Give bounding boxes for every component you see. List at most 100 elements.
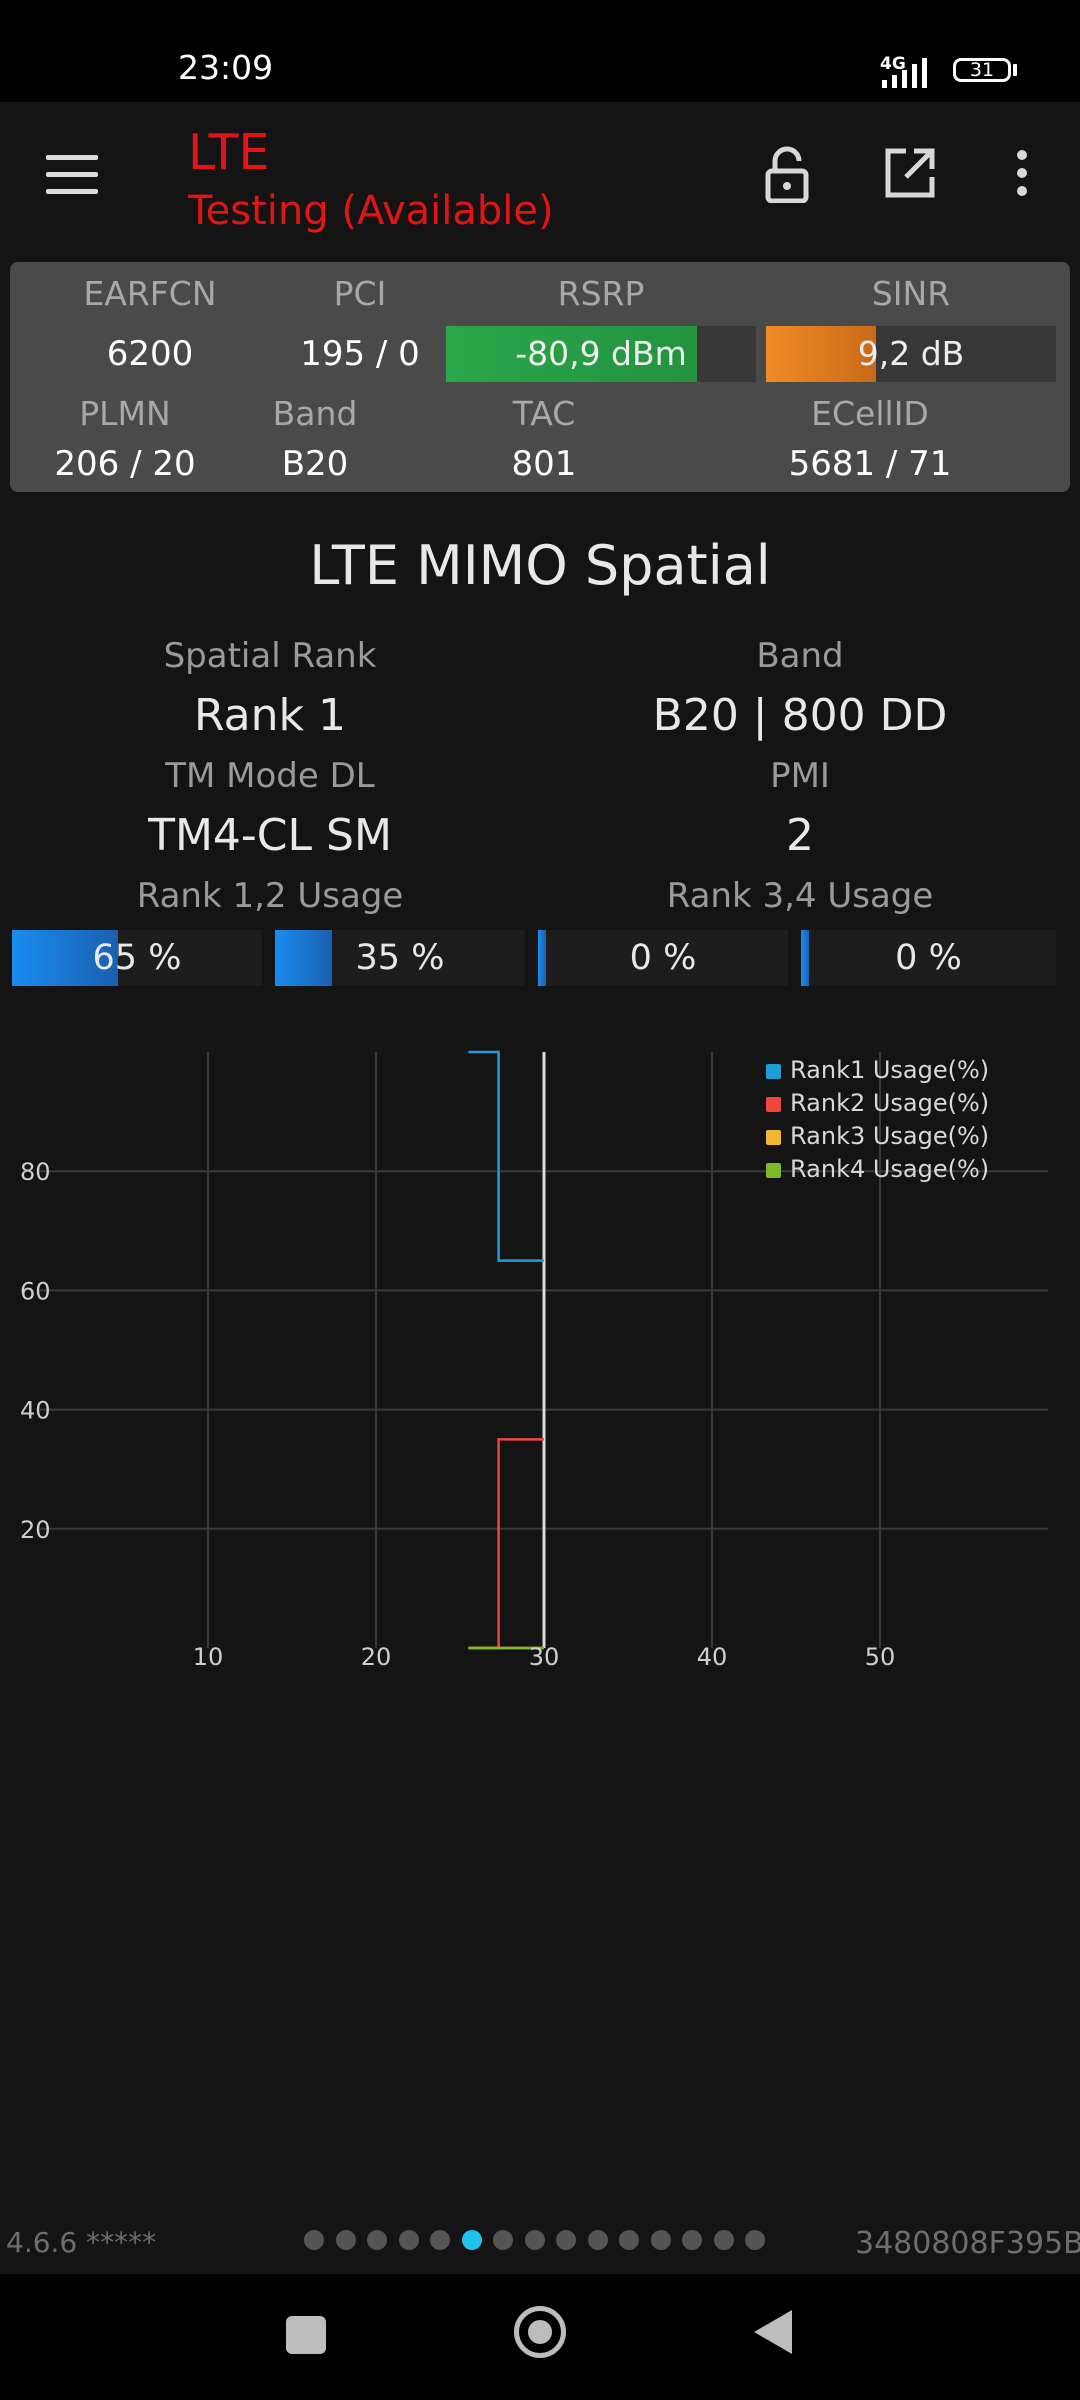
page-dot-13[interactable] — [682, 2230, 702, 2250]
y-tick-label-60: 60 — [20, 1277, 51, 1305]
status-bar — [0, 0, 1080, 102]
home-icon — [528, 2320, 552, 2344]
series-line-2 — [468, 1438, 544, 1650]
rank2-usage-fill — [275, 930, 332, 986]
status-time: 23:09 — [178, 48, 274, 87]
legend-label-4: Rank4 Usage(%) — [790, 1155, 989, 1183]
page-dot-7[interactable] — [493, 2230, 513, 2250]
rank1-usage-fill — [12, 930, 118, 986]
spatial-rank-value: Rank 1 — [194, 690, 346, 741]
rsrp-value: -80,9 dBm — [515, 334, 687, 373]
page-dot-10[interactable] — [587, 2230, 608, 2250]
section-title: LTE MIMO Spatial — [309, 534, 771, 597]
rank3-usage-fill — [538, 930, 546, 986]
page-dot-6[interactable] — [461, 2230, 482, 2250]
battery-level: 31 — [969, 59, 995, 81]
chart-tick-labels: 10 20 30 40 50 20 40 60 80 — [20, 1158, 895, 1671]
x-tick-label-50: 50 — [865, 1643, 896, 1671]
legend-swatch-1 — [766, 1064, 781, 1079]
rank2-usage-value: 35 % — [355, 938, 445, 978]
rank2-usage-bar: 35 % — [275, 930, 525, 986]
band-label: Band — [272, 394, 358, 433]
signal-icon — [882, 58, 927, 88]
unlock-icon[interactable] — [757, 143, 817, 203]
page-dot-1[interactable] — [304, 2230, 324, 2250]
tm-mode-label: TM Mode DL — [165, 756, 375, 796]
earfcn-label: EARFCN — [83, 274, 217, 313]
sinr-value: 9,2 dB — [857, 334, 965, 373]
sinr-meter-fill — [766, 326, 877, 382]
technology-title: LTE — [188, 124, 270, 181]
y-tick-label-20: 20 — [20, 1516, 51, 1544]
back-button[interactable] — [754, 2310, 792, 2354]
plmn-value: 206 / 20 — [54, 444, 196, 484]
page-dot-9[interactable] — [556, 2230, 576, 2250]
rsrp-meter: -80,9 dBm — [446, 326, 756, 382]
rank34-usage-label: Rank 3,4 Usage — [666, 876, 934, 916]
section-band-label: Band — [756, 636, 844, 676]
status-subtitle: Testing (Available) — [188, 188, 554, 234]
series-line-1 — [468, 1050, 544, 1262]
x-tick-label-20: 20 — [361, 1643, 392, 1671]
pci-label: PCI — [333, 274, 387, 313]
device-id: 3480808F395B — [855, 2226, 1080, 2261]
rank4-usage-bar: 0 % — [801, 930, 1056, 986]
rank4-usage-value: 0 % — [895, 938, 962, 978]
legend-swatch-4 — [766, 1163, 781, 1178]
chart-legend: Rank1 Usage(%) Rank2 Usage(%) Rank3 Usage(… — [766, 1056, 989, 1183]
page-dot-3[interactable] — [367, 2230, 387, 2250]
spatial-rank-label: Spatial Rank — [163, 636, 377, 676]
legend-swatch-2 — [766, 1097, 781, 1112]
rank1-usage-bar: 65 % — [12, 930, 262, 986]
tac-value: 801 — [511, 444, 577, 484]
chart-grid — [40, 1052, 1048, 1648]
menu-icon[interactable] — [46, 155, 98, 195]
rsrp-meter-fill — [446, 326, 698, 382]
page-dot-12[interactable] — [650, 2230, 671, 2250]
page-dot-5[interactable] — [430, 2230, 450, 2250]
rank4-usage-fill — [801, 930, 809, 986]
legend-label-3: Rank3 Usage(%) — [790, 1122, 989, 1150]
band-value: B20 — [281, 444, 349, 484]
rank-usage-chart: 10 20 30 40 50 20 40 60 80 Rank1 Usage(%) Rank2 U… — [20, 1050, 1048, 1671]
page-dot-2[interactable] — [335, 2230, 356, 2250]
y-tick-label-80: 80 — [20, 1158, 51, 1186]
page-dot-14[interactable] — [713, 2230, 734, 2250]
sinr-meter: 9,2 dB — [766, 326, 1056, 382]
home-button[interactable] — [514, 2306, 566, 2358]
legend-label-2: Rank2 Usage(%) — [790, 1089, 989, 1117]
page-dot-11[interactable] — [619, 2230, 639, 2250]
rank1-usage-value: 65 % — [92, 938, 182, 978]
y-tick-label-40: 40 — [20, 1397, 51, 1425]
legend-label-1: Rank1 Usage(%) — [790, 1056, 989, 1084]
pmi-value: 2 — [786, 810, 814, 861]
app-version: 4.6.6 ***** — [6, 2226, 157, 2259]
rsrp-label: RSRP — [557, 274, 645, 313]
ecellid-value: 5681 / 71 — [788, 444, 952, 484]
open-external-icon[interactable] — [880, 143, 940, 203]
rank3-usage-value: 0 % — [629, 938, 697, 978]
x-tick-label-40: 40 — [697, 1643, 728, 1671]
page-dot-4[interactable] — [398, 2230, 419, 2250]
plmn-label: PLMN — [79, 394, 171, 433]
network-type: 4G — [880, 54, 906, 74]
ecellid-label: ECellID — [811, 394, 929, 433]
battery-tip — [1013, 64, 1017, 76]
more-options-icon[interactable] — [1002, 143, 1042, 203]
battery-icon: 31 — [953, 58, 1011, 82]
legend-swatch-3 — [766, 1130, 781, 1145]
rank3-usage-bar: 0 % — [538, 930, 788, 986]
x-tick-label-10: 10 — [193, 1643, 224, 1671]
page-dot-8[interactable] — [524, 2230, 545, 2250]
pci-value: 195 / 0 — [300, 334, 420, 374]
x-tick-label-30: 30 — [529, 1643, 560, 1671]
tac-label: TAC — [512, 394, 576, 433]
app-bar — [0, 102, 1080, 260]
recents-button[interactable] — [286, 2316, 326, 2354]
rank12-usage-label: Rank 1,2 Usage — [136, 876, 404, 916]
tm-mode-value: TM4-CL SM — [148, 810, 392, 861]
chart-series — [468, 1050, 544, 1650]
pmi-label: PMI — [770, 756, 830, 796]
page-dot-15[interactable] — [745, 2230, 765, 2250]
earfcn-value: 6200 — [106, 334, 194, 374]
